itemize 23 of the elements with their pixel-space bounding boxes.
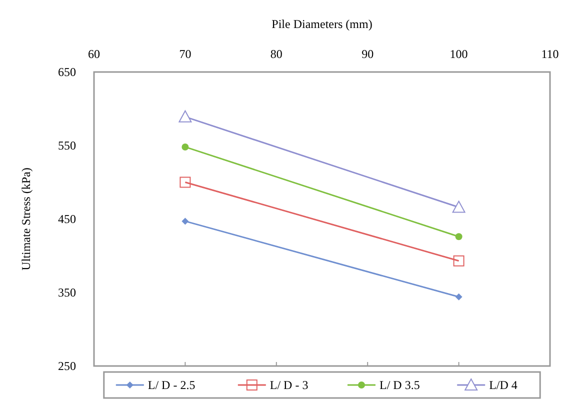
y-tick-label: 350 [58, 286, 76, 300]
legend-label: L/ D - 3 [270, 378, 308, 392]
y-tick-label: 550 [58, 138, 76, 152]
y-tick-label: 450 [58, 212, 76, 226]
point [182, 143, 189, 150]
x-tick-label: 80 [270, 47, 282, 61]
x-axis-title: Pile Diameters (mm) [272, 17, 372, 31]
x-tick-label: 60 [88, 47, 100, 61]
y-axis-title: Ultimate Stress (kPa) [19, 168, 33, 270]
legend-label: L/D 4 [489, 378, 518, 392]
y-tick-label: 250 [58, 359, 76, 373]
x-tick-label: 110 [541, 47, 559, 61]
point [182, 218, 189, 225]
x-tick-label: 100 [450, 47, 468, 61]
point [455, 233, 462, 240]
legend-label: L/ D - 2.5 [148, 378, 196, 392]
x-tick-label: 70 [179, 47, 192, 61]
point [180, 176, 191, 188]
point [455, 293, 462, 300]
x-tick-label: 90 [362, 47, 374, 61]
y-tick-label: 650 [58, 65, 76, 79]
legend-label: L/ D 3.5 [380, 378, 420, 392]
point [453, 255, 464, 266]
